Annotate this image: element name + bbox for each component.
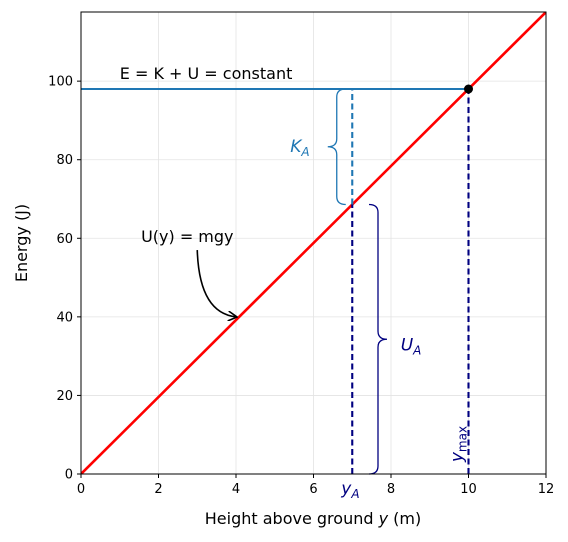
- x-tick-label: 12: [538, 482, 555, 497]
- potential-equation: U(y) = mgy: [141, 227, 233, 246]
- x-tick-label: 0: [77, 482, 85, 497]
- x-axis-title: Height above ground y (m): [205, 509, 421, 528]
- x-tick-label: 8: [387, 482, 395, 497]
- energy-equation: E = K + U = constant: [120, 64, 293, 83]
- kinetic-brace: [327, 88, 346, 206]
- y-tick-label: 80: [56, 153, 73, 168]
- reference-lines: [327, 84, 473, 475]
- x-tick-label: 6: [309, 482, 317, 497]
- y-tick-label: 40: [56, 310, 73, 325]
- kinetic-label: KA: [290, 137, 309, 159]
- potential-brace: [368, 203, 388, 475]
- x-tick-label: 4: [232, 482, 240, 497]
- y-axis-title: Energy (J): [12, 204, 31, 282]
- y-tick-label: 60: [56, 232, 73, 247]
- x-tick-label: 10: [460, 482, 477, 497]
- annotations: E = K + U = constant U(y) = mgy KA UA yA ymax: [120, 64, 470, 501]
- x-tick-label: 2: [154, 482, 162, 497]
- ya-label: yA: [340, 479, 359, 501]
- ticks: 0 2 4 6 8 10 12 0 20 40 60 80 100: [48, 75, 554, 497]
- y-tick-label: 100: [48, 75, 73, 90]
- max-height-point: [464, 84, 473, 94]
- potential-label: UA: [401, 335, 422, 357]
- potential-arrow: [196, 250, 236, 317]
- y-tick-label: 20: [56, 389, 73, 404]
- y-tick-label: 0: [65, 468, 73, 483]
- ymax-label: ymax: [448, 426, 470, 463]
